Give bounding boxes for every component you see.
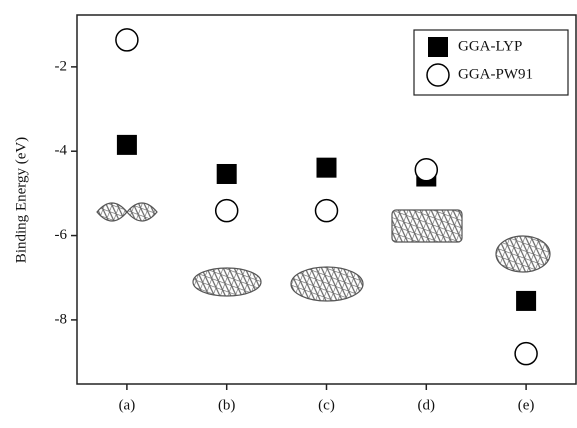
x-tick-label: (d) (418, 397, 436, 413)
y-tick-label: -4 (55, 143, 68, 159)
point (427, 64, 449, 86)
y-tick-label: -8 (55, 311, 68, 327)
point (415, 159, 437, 181)
legend-label: GGA-LYP (458, 38, 522, 54)
y-tick-label: -2 (55, 58, 68, 74)
point (216, 200, 238, 222)
point (515, 343, 537, 365)
y-axis-label: Binding Energy (eV) (13, 137, 29, 263)
legend-label: GGA-PW91 (458, 66, 533, 82)
point (316, 200, 338, 222)
point (428, 37, 448, 57)
point (317, 158, 337, 178)
x-tick-label: (e) (518, 397, 535, 413)
chart: Binding Energy (eV) -8 -6 -4 -2 (a) (b) (c) (d)… (0, 0, 577, 428)
point (116, 29, 138, 51)
point (217, 164, 237, 184)
point (516, 291, 536, 311)
x-tick-label: (c) (318, 397, 335, 413)
y-tick-label: -6 (55, 227, 68, 243)
x-tick-label: (b) (218, 397, 236, 413)
point (117, 135, 137, 155)
x-tick-label: (a) (119, 397, 136, 413)
